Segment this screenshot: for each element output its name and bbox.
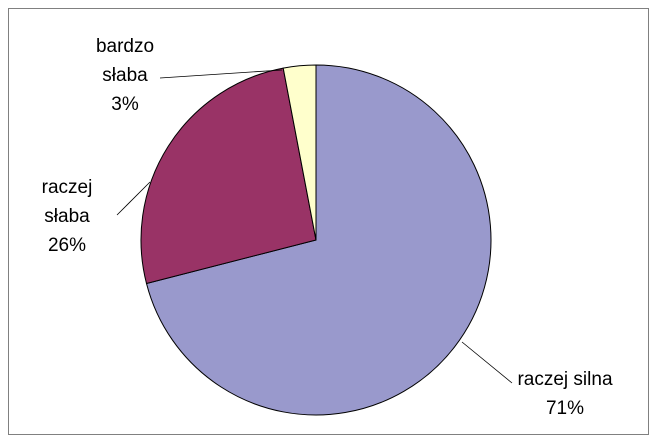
pie-slice	[145, 64, 492, 416]
value-label: 71%	[545, 398, 585, 419]
data-label: raczej silna 71%	[480, 365, 650, 423]
data-label: raczej słaba 26%	[22, 173, 112, 260]
pie-slice	[282, 64, 317, 241]
category-label: raczej silna	[517, 369, 613, 390]
data-label: bardzo słaba 3%	[80, 32, 170, 119]
leader-line	[159, 69, 283, 79]
category-label: bardzo słaba	[95, 36, 155, 86]
pie-slice	[140, 67, 317, 285]
leader-line	[116, 181, 151, 216]
value-label: 3%	[111, 94, 139, 115]
leader-line	[461, 341, 513, 384]
category-label: raczej słaba	[41, 177, 93, 227]
value-label: 26%	[47, 235, 87, 256]
